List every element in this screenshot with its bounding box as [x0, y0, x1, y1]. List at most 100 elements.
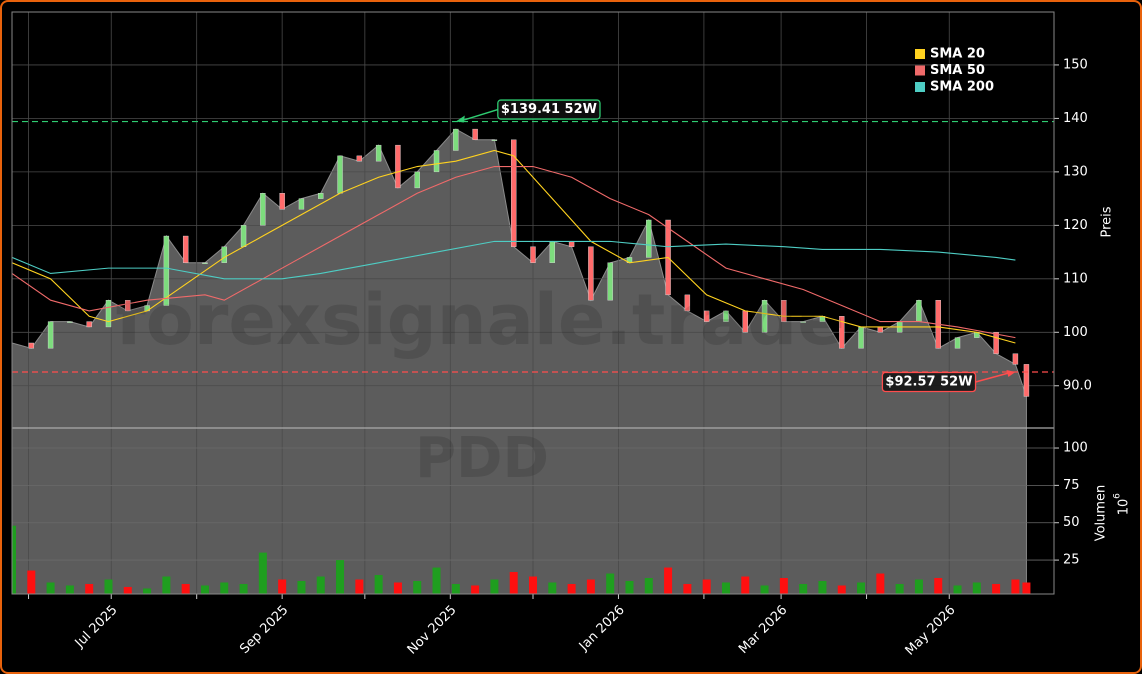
plot — [12, 12, 1054, 594]
legend-swatch — [915, 65, 925, 76]
y2-label: Volumen — [1094, 485, 1109, 542]
watermark: forexsignale.trade — [115, 279, 844, 361]
arrow-head — [1006, 370, 1016, 378]
candle — [221, 246, 227, 263]
volume-bar — [65, 585, 74, 594]
candle — [1023, 364, 1030, 397]
candle — [105, 300, 112, 328]
candle — [511, 139, 517, 247]
volume-bar — [220, 582, 229, 594]
volume-bar — [239, 583, 248, 594]
volume-bar — [992, 583, 1001, 594]
y2-scale-exp: 6 — [1113, 493, 1123, 499]
candle — [839, 316, 845, 349]
candle — [993, 332, 999, 354]
arrow — [975, 371, 1013, 383]
candle — [646, 219, 652, 258]
candle — [318, 193, 324, 199]
candle — [549, 241, 555, 263]
arrow-head — [455, 115, 465, 123]
volume-bar — [1022, 582, 1031, 594]
candle — [491, 139, 498, 141]
candle — [954, 337, 961, 349]
volume-bar — [1011, 579, 1020, 594]
volume-bar — [837, 585, 846, 594]
y-tick-label: 130 — [1063, 164, 1088, 179]
candle — [703, 310, 710, 322]
volume-bar — [914, 579, 923, 594]
y2-tick-label: 50 — [1063, 515, 1080, 530]
candle — [67, 321, 73, 323]
volume-bar — [181, 583, 190, 594]
volume-bar — [143, 588, 152, 594]
candle — [723, 310, 729, 322]
volume-bar — [123, 586, 132, 594]
volume-bar — [721, 582, 730, 594]
volume-bar — [625, 581, 634, 594]
plot-border — [11, 11, 1055, 595]
volume-bar — [895, 583, 904, 594]
y-tick-label: 120 — [1063, 218, 1088, 233]
candle — [877, 326, 884, 333]
volume-bar — [509, 572, 518, 594]
candle — [1012, 353, 1019, 365]
x-tick-label: Sep 2025 — [237, 603, 291, 657]
x-tick-label: Nov 2025 — [405, 603, 460, 658]
volume-bar — [702, 579, 711, 594]
candle — [240, 225, 247, 247]
legend-label: SMA 20 — [930, 47, 985, 62]
legend-swatch — [915, 82, 925, 92]
candle — [298, 198, 305, 210]
legend-label: SMA 200 — [930, 80, 994, 95]
volume-bar — [490, 579, 499, 594]
volume-bar — [529, 576, 537, 594]
sma-line — [12, 165, 1016, 339]
volume-bar — [162, 576, 171, 594]
volume-bar — [857, 582, 866, 594]
volume-bar — [876, 573, 885, 594]
candle — [858, 326, 864, 349]
candle — [684, 294, 691, 312]
volume-bar — [355, 579, 364, 594]
x-tick-label: Mar 2026 — [736, 603, 790, 657]
legend-swatch — [915, 49, 925, 59]
y-tick-label: 140 — [1063, 111, 1088, 126]
candle — [761, 300, 768, 333]
y2-scale: 10 — [1117, 499, 1132, 516]
volume-bar — [644, 578, 653, 594]
volume-bar — [779, 578, 788, 594]
candle — [279, 193, 285, 210]
volume-bar — [567, 583, 576, 594]
y-tick-label: 90.0 — [1063, 378, 1092, 393]
y-tick-label: 110 — [1063, 271, 1088, 286]
volume-bar — [953, 585, 962, 594]
volume-bar — [432, 567, 441, 594]
volume-bar — [451, 583, 460, 594]
candle — [163, 235, 170, 306]
volume-bar — [46, 582, 55, 594]
candle — [86, 321, 92, 328]
candle — [375, 144, 382, 162]
y-tick-label: 100 — [1063, 325, 1088, 340]
price-area — [12, 128, 1027, 594]
y-label: Preis — [1100, 206, 1115, 237]
volume-bar — [85, 583, 94, 594]
candle — [607, 262, 613, 301]
volume-bar — [818, 581, 827, 594]
volume-bar — [760, 585, 769, 594]
candle — [916, 300, 922, 322]
candle — [260, 193, 266, 226]
volume-bar — [934, 578, 943, 594]
volume-bar — [413, 581, 422, 594]
volume-bar — [297, 581, 306, 594]
hline-label: $92.57 52W — [885, 375, 972, 390]
hline-label: $139.41 52W — [501, 102, 597, 117]
volume-bar — [27, 570, 36, 594]
y2-tick-label: 75 — [1063, 478, 1080, 493]
volume-bar — [548, 582, 557, 594]
volume-bar — [12, 525, 16, 594]
x-tick-label: Jan 2026 — [576, 603, 628, 655]
volume-bar — [200, 585, 209, 594]
candle — [568, 241, 575, 247]
